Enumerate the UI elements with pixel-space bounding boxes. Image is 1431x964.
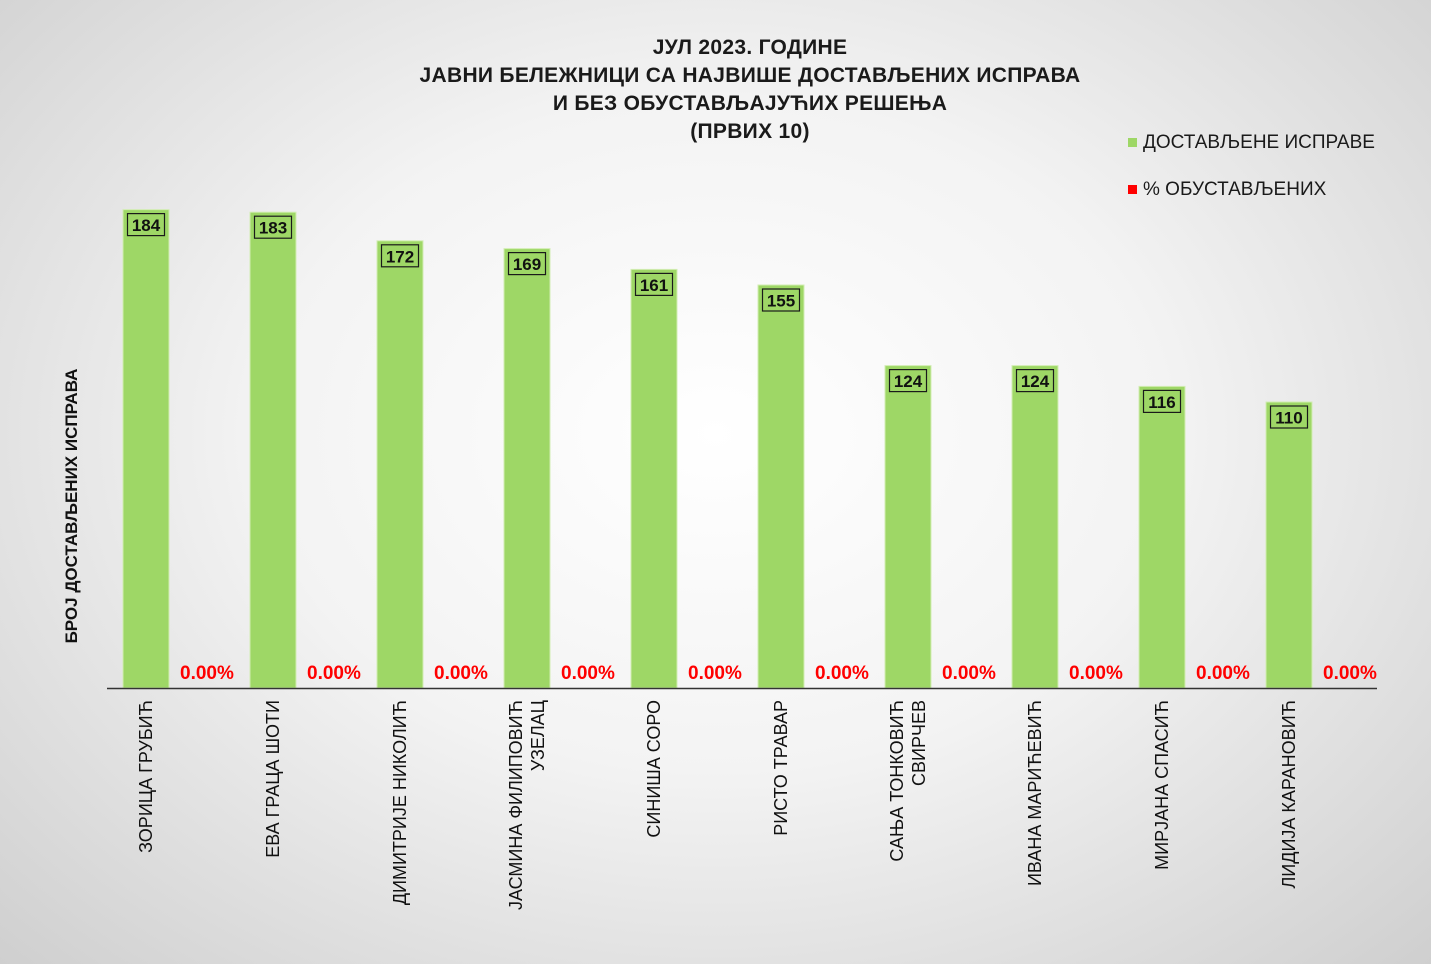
data-label: 172 [386,247,414,266]
percent-label: 0.00% [307,663,361,684]
bar [884,365,932,689]
category-label: УЗЕЛАЦ [528,700,548,771]
bar [1138,385,1186,689]
data-label: 124 [1021,372,1050,391]
percent-label: 0.00% [180,663,234,684]
data-label: 183 [259,219,287,238]
data-label-box [761,288,801,312]
data-label-box [380,244,420,268]
data-label: 184 [132,216,161,235]
chart-title: ЈУЛ 2023. ГОДИНЕ ЈАВНИ БЕЛЕЖНИЦИ СА НАЈВ… [300,34,1200,146]
category-label: РИСТО ТРАВАР [771,700,791,836]
category-label: ЗОРИЦА ГРУБИЋ [136,700,156,853]
data-label: 155 [767,292,795,311]
data-label: 124 [894,372,923,391]
category-label: САЊА ТОНКОВИЋ [887,700,907,862]
bar [1011,365,1059,689]
bar [503,248,551,689]
bar [630,268,678,689]
data-label: 161 [640,276,668,295]
category-label: СИНИША СОРО [644,700,664,838]
data-label: 116 [1148,393,1175,412]
bar [1265,401,1313,689]
data-label-box [888,369,928,393]
category-label: ИВАНА МАРИЋЕВИЋ [1025,700,1045,886]
percent-label: 0.00% [561,663,615,684]
data-label-box [1015,369,1055,393]
data-label-box [126,213,166,237]
category-label: МИРЈАНА СПАСИЋ [1152,700,1172,870]
chart-title-line: ЈУЛ 2023. ГОДИНЕ [652,36,848,59]
category-label: СВИРЧЕВ [909,700,929,786]
percent-label: 0.00% [688,663,742,684]
data-label: 169 [513,255,541,274]
category-label: ДИМИТРИЈЕ НИКОЛИЋ [390,700,410,905]
data-label: 110 [1275,409,1302,428]
bar [757,284,805,689]
data-label-box [1269,405,1309,429]
percent-label: 0.00% [942,663,996,684]
chart-title-line: (ПРВИХ 10) [690,120,810,143]
percent-label: 0.00% [815,663,869,684]
chart-title-line: ЈАВНИ БЕЛЕЖНИЦИ СА НАЈВИШЕ ДОСТАВЉЕНИХ И… [419,64,1081,87]
percent-label: 0.00% [1069,663,1123,684]
data-label-box [1142,389,1182,413]
percent-label: 0.00% [1196,663,1250,684]
bar [122,209,170,689]
bar [376,240,424,689]
legend-swatch-green [1128,138,1137,147]
data-label-box [253,215,293,239]
percent-label: 0.00% [434,663,488,684]
chart-title-line: И БЕЗ ОБУСТАВЉАЈУЋИХ РЕШЕЊА [552,92,948,115]
category-label: ЕВА ГРАЦА ШОТИ [263,700,283,858]
percent-label: 0.00% [1323,663,1377,684]
legend-label: % ОБУСТАВЉЕНИХ [1143,179,1327,200]
legend-label: ДОСТАВЉЕНЕ ИСПРАВЕ [1143,132,1375,153]
category-label: ЛИДИЈА КАРАНОВИЋ [1279,700,1299,889]
legend-swatch-red [1128,185,1137,194]
category-label: ЈАСМИНА ФИЛИПОВИЋ [506,700,526,910]
data-label-box [507,252,547,276]
bar [249,211,297,689]
data-label-box [634,272,674,296]
